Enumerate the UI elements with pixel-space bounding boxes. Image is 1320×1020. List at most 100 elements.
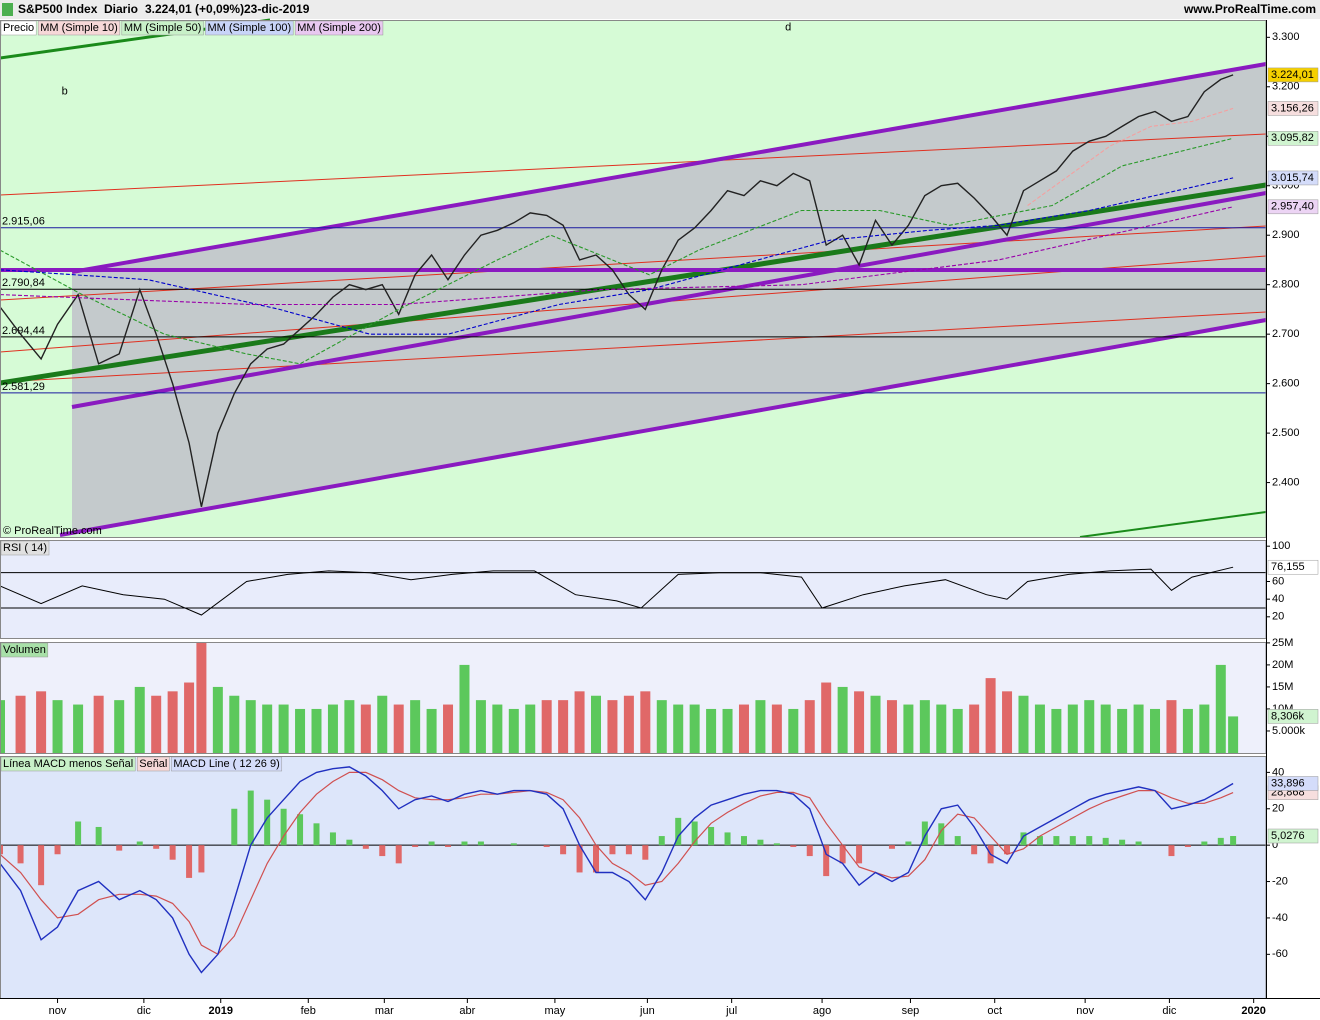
trend-line xyxy=(0,182,1267,386)
volume-bar xyxy=(73,704,84,753)
volume-bar xyxy=(525,704,536,753)
volume-bar xyxy=(591,695,602,753)
y-tick-label: 0 xyxy=(1272,839,1278,851)
volume-bar xyxy=(574,691,585,753)
histogram-bar xyxy=(905,841,912,846)
histogram-bar xyxy=(313,823,320,846)
panel-bg xyxy=(0,540,1266,638)
histogram-bar xyxy=(921,821,928,846)
volume-bar xyxy=(738,704,749,753)
legend-label: Precio xyxy=(3,22,34,34)
x-tick-label: may xyxy=(545,1005,566,1017)
histogram-bar xyxy=(412,845,419,847)
histogram-bar xyxy=(806,845,813,857)
histogram-bar xyxy=(888,845,895,849)
trend-line xyxy=(0,311,1267,383)
histogram-bar xyxy=(691,821,698,846)
volume-bar xyxy=(870,695,881,753)
x-tick-label: jul xyxy=(725,1005,737,1017)
annotation: b xyxy=(62,86,68,98)
histogram-bar xyxy=(329,832,336,846)
histogram-bar xyxy=(1086,836,1093,846)
x-tick-label: 2019 xyxy=(208,1005,232,1017)
volume-bar xyxy=(903,704,914,753)
series-line xyxy=(0,566,1234,616)
histogram-bar xyxy=(75,821,82,846)
y-tick-label: 2.900 xyxy=(1272,229,1300,241)
histogram-bar xyxy=(198,845,205,873)
volume-bar xyxy=(311,708,322,753)
histogram-bar xyxy=(1184,845,1191,847)
last-value-label: 8,306k xyxy=(1271,710,1305,722)
y-tick-label: 2.400 xyxy=(1272,476,1300,488)
histogram-bar xyxy=(280,808,287,846)
histogram-bar xyxy=(395,845,402,864)
quote: 3.224,01 (+0,09%) xyxy=(145,2,244,16)
volume-bar xyxy=(167,691,178,753)
h-line-label: 2.915,06 xyxy=(2,216,45,228)
histogram-bar xyxy=(675,817,682,846)
histogram-bar xyxy=(773,843,780,846)
histogram-bar xyxy=(790,845,797,847)
y-tick-label: 2.600 xyxy=(1272,378,1300,390)
volume-bar xyxy=(327,704,338,753)
volume-bar xyxy=(1199,704,1210,753)
x-tick-label: ago xyxy=(813,1005,831,1017)
y-tick-label: -60 xyxy=(1272,948,1288,960)
trend-line xyxy=(0,133,1267,196)
histogram-bar xyxy=(1119,839,1126,846)
histogram-bar xyxy=(0,845,3,855)
histogram-bar xyxy=(740,836,747,846)
histogram-bar xyxy=(264,799,271,846)
volume-bar xyxy=(837,686,848,753)
volume-bar xyxy=(36,691,47,753)
histogram-bar xyxy=(186,845,193,878)
volume-bar xyxy=(1067,704,1078,753)
histogram-bar xyxy=(38,845,45,886)
series-line xyxy=(1027,107,1234,206)
volume-bar xyxy=(722,708,733,753)
volume-bar xyxy=(492,704,503,753)
volume-bar xyxy=(788,708,799,753)
volume-bar xyxy=(623,695,634,753)
y-tick-label: 20M xyxy=(1272,659,1293,671)
volume-bar xyxy=(151,695,162,753)
histogram-bar xyxy=(1201,841,1208,846)
y-tick-label: 60 xyxy=(1272,575,1284,587)
y-tick-label: -20 xyxy=(1272,875,1288,887)
volume-bar xyxy=(558,700,569,753)
volume-bar xyxy=(278,704,289,753)
subtitle: Diario xyxy=(104,2,138,16)
volume-bar xyxy=(919,700,930,753)
last-value-box xyxy=(1267,776,1319,791)
legend-label: Señal xyxy=(139,758,167,770)
histogram-bar xyxy=(362,845,369,849)
y-tick-label: -40 xyxy=(1272,912,1288,924)
histogram-bar xyxy=(609,845,616,855)
last-value-box xyxy=(1267,828,1319,844)
series-line xyxy=(0,74,1234,507)
histogram-bar xyxy=(757,839,764,846)
legend-label: MM (Simple 200) xyxy=(297,22,381,34)
volume-bar xyxy=(656,700,667,753)
volume-bar xyxy=(1100,704,1111,753)
y-tick-label: 20 xyxy=(1272,611,1284,623)
last-value-label: 3.015,74 xyxy=(1271,172,1314,184)
histogram-bar xyxy=(1036,836,1043,846)
y-tick-label: 40 xyxy=(1272,593,1284,605)
volume-bar xyxy=(689,704,700,753)
volume-bar xyxy=(821,682,832,753)
histogram-bar xyxy=(461,841,468,846)
annotation: d xyxy=(785,21,791,33)
y-tick-label: 2.700 xyxy=(1272,328,1300,340)
y-tick-label: 100 xyxy=(1272,540,1290,552)
volume-bar xyxy=(426,708,437,753)
h-line-label: 2.581,29 xyxy=(2,381,45,393)
volume-bar xyxy=(1228,716,1239,753)
volume-bar xyxy=(640,691,651,753)
last-value-label: 76,155 xyxy=(1271,561,1305,573)
x-tick-label: oct xyxy=(987,1005,1002,1017)
y-tick-label: 2.500 xyxy=(1272,427,1300,439)
x-tick-label: mar xyxy=(375,1005,394,1017)
y-tick-label: 15M xyxy=(1272,681,1293,693)
